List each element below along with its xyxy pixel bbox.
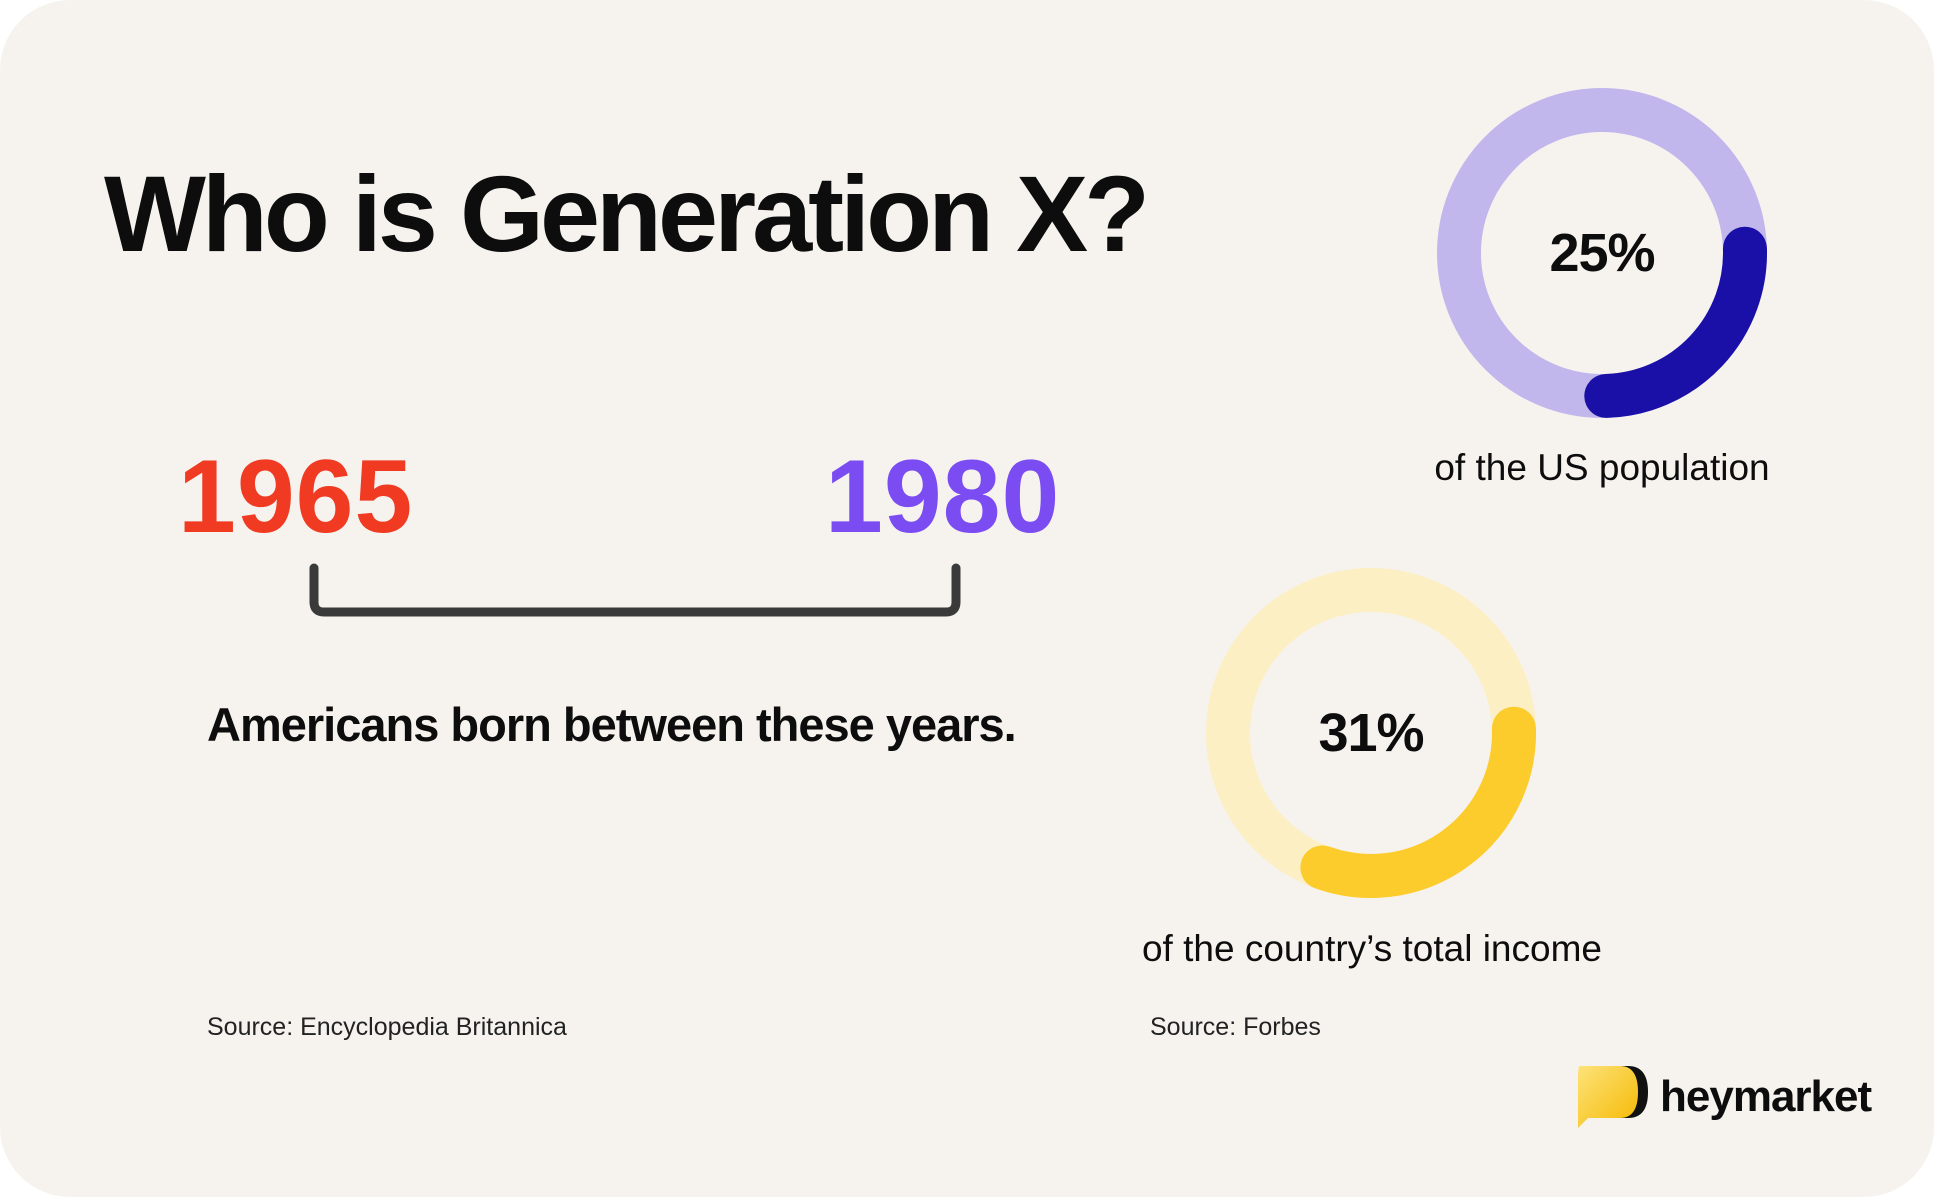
population-donut-svg xyxy=(1437,88,1767,418)
population-donut-chart: 25% xyxy=(1437,88,1767,418)
income-donut-chart: 31% xyxy=(1206,568,1536,898)
end-year: 1980 xyxy=(825,439,1061,555)
brand-name: heymarket xyxy=(1660,1072,1872,1121)
income-donut-svg xyxy=(1206,568,1536,898)
heymarket-logo: heymarket xyxy=(1574,1064,1872,1130)
logo-bubble xyxy=(1578,1066,1638,1128)
timeline-source: Source: Encyclopedia Britannica xyxy=(207,1013,567,1041)
population-caption: of the US population xyxy=(1434,447,1770,488)
page-title: Who is Generation X? xyxy=(104,153,1150,274)
timeline-caption: Americans born between these years. xyxy=(207,698,1017,751)
speech-bubble-logo-icon xyxy=(1578,1066,1648,1128)
start-year: 1965 xyxy=(178,439,414,555)
donut-value-arc xyxy=(1300,706,1536,898)
income-caption: of the country’s total income xyxy=(1141,928,1602,969)
stats-source: Source: Forbes xyxy=(1150,1013,1321,1041)
donut-value-label: 31% xyxy=(1318,703,1424,763)
donut-value-label: 25% xyxy=(1549,223,1655,283)
bracket-line xyxy=(309,563,961,617)
year-range-bracket xyxy=(309,563,961,617)
donut-value-arc xyxy=(1584,226,1767,418)
